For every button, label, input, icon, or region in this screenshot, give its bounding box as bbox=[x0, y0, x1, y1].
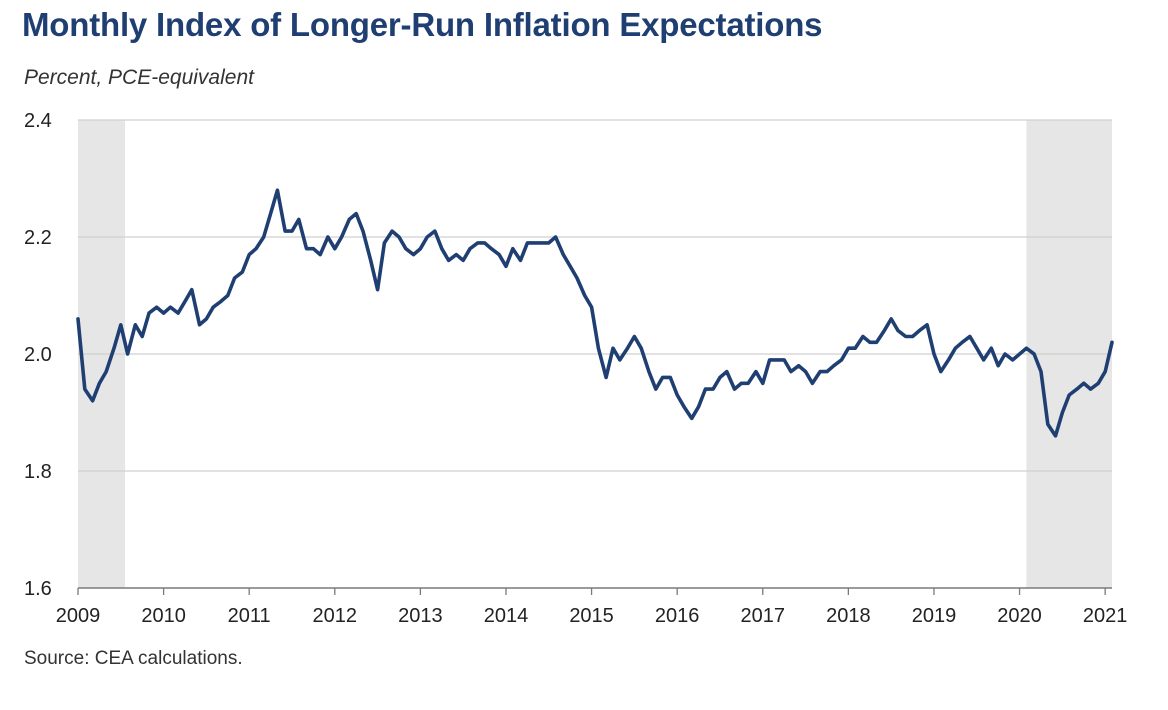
x-tick-label: 2015 bbox=[569, 605, 614, 627]
y-tick-label: 1.6 bbox=[24, 578, 52, 600]
chart-subtitle: Percent, PCE-equivalent bbox=[24, 66, 254, 89]
x-tick-label: 2011 bbox=[228, 605, 271, 627]
x-tick-label: 2017 bbox=[741, 605, 786, 627]
y-tick-label: 2.4 bbox=[24, 110, 52, 132]
x-tick-label: 2020 bbox=[997, 605, 1042, 627]
series-line bbox=[76, 188, 1114, 438]
x-tick-label: 2021 bbox=[1083, 605, 1128, 627]
y-tick-label: 2.2 bbox=[24, 227, 52, 249]
x-tick-label: 2016 bbox=[655, 605, 700, 627]
x-tick-label: 2009 bbox=[56, 605, 101, 627]
x-tick-label: 2013 bbox=[398, 605, 443, 627]
x-tick-label: 2019 bbox=[912, 605, 957, 627]
x-tick-label: 2018 bbox=[826, 605, 871, 627]
chart-title: Monthly Index of Longer-Run Inflation Ex… bbox=[22, 6, 823, 43]
x-tick-label: 2012 bbox=[313, 605, 358, 627]
y-tick-label: 2.0 bbox=[24, 344, 52, 366]
x-tick-label: 2010 bbox=[141, 605, 186, 627]
source-note: Source: CEA calculations. bbox=[24, 648, 243, 669]
y-tick-label: 1.8 bbox=[24, 461, 52, 483]
line-chart: 1.6 1.8 2.0 2.2 2.4 2009 2010 2011 2012 2013 2014 2… bbox=[24, 110, 1128, 627]
x-tick-label: 2014 bbox=[484, 605, 529, 627]
